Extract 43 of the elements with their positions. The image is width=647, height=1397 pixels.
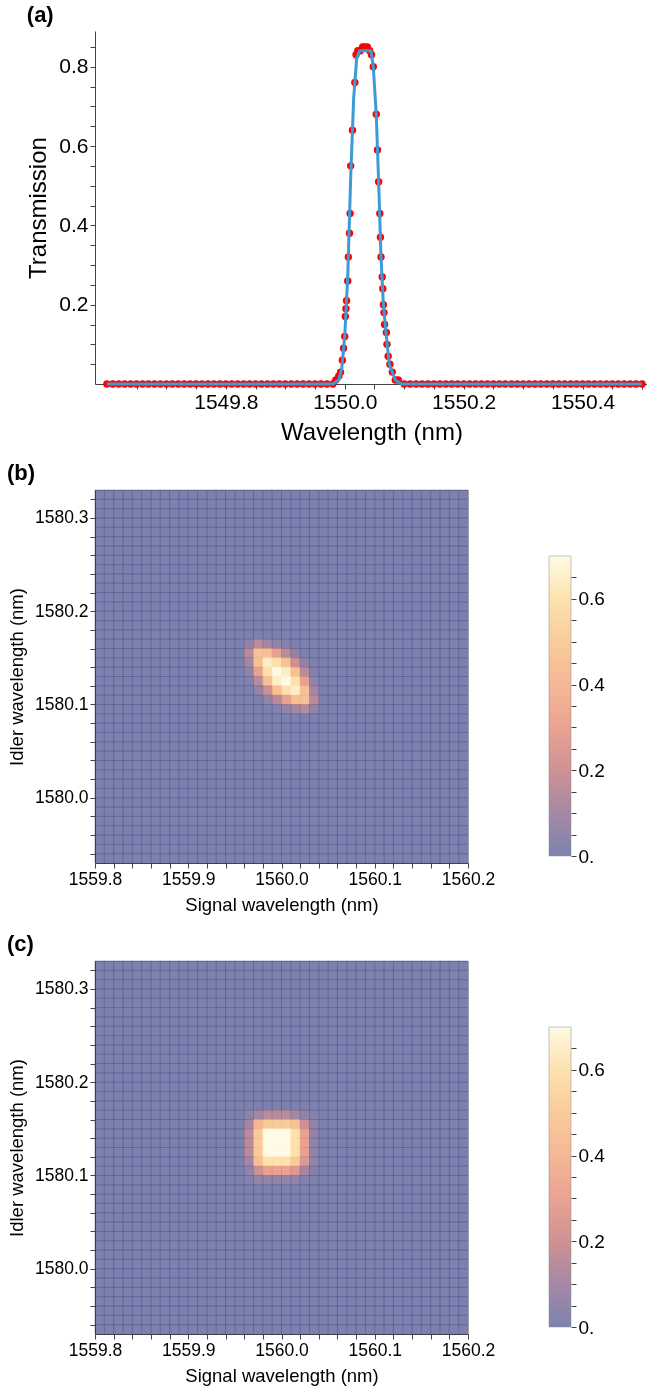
x-tick-label: 1550.0 <box>313 389 378 413</box>
x-tick-label: 1560.2 <box>441 868 496 889</box>
x-tick-label: 1550.2 <box>432 389 497 413</box>
color-bar-label: 0.6 <box>578 1059 605 1081</box>
y-tick-label: 0.4 <box>59 212 89 236</box>
y-tick-label: 1580.2 <box>34 1071 89 1092</box>
y-axis-title: Idler wavelength (nm) <box>5 588 27 766</box>
x-axis-title: Signal wavelength (nm) <box>185 1365 379 1386</box>
x-tick-label: 1560.0 <box>255 868 310 889</box>
x-tick-label: 1549.8 <box>194 389 259 413</box>
x-tick-label: 1559.8 <box>68 868 123 889</box>
color-bar-label: 0.2 <box>578 759 605 781</box>
y-axis-title: Transmission <box>24 137 52 279</box>
color-bar-label: 0.2 <box>578 1230 605 1252</box>
y-tick-label: 1580.3 <box>34 978 89 999</box>
chart-title: (b) <box>6 460 36 486</box>
y-tick-label: 0.6 <box>59 133 89 157</box>
y-tick-label: 0.2 <box>59 292 89 316</box>
x-tick-label: 1559.9 <box>161 868 216 889</box>
x-axis-title: Signal wavelength (nm) <box>185 894 379 915</box>
y-tick-label: 1580.2 <box>34 600 89 621</box>
x-tick-label: 1550.4 <box>550 389 616 413</box>
color-bar-label: 0. <box>578 1316 595 1338</box>
y-axis-title: Idler wavelength (nm) <box>5 1059 27 1237</box>
x-axis-title: Wavelength (nm) <box>281 417 463 445</box>
y-tick-label: 1580.3 <box>34 507 89 528</box>
x-tick-label: 1560.2 <box>441 1339 496 1360</box>
chart-title: (c) <box>6 931 34 957</box>
x-tick-label: 1559.8 <box>68 1339 123 1360</box>
y-tick-label: 1580.1 <box>34 1164 89 1185</box>
color-bar-label: 0.6 <box>578 588 605 610</box>
y-tick-label: 1580.0 <box>34 1258 89 1279</box>
x-tick-label: 1560.1 <box>348 1339 403 1360</box>
color-bar-label: 0.4 <box>578 674 606 696</box>
x-tick-label: 1560.0 <box>255 1339 310 1360</box>
y-tick-label: 1580.1 <box>34 693 89 714</box>
x-tick-label: 1559.9 <box>161 1339 216 1360</box>
chart-title: (a) <box>26 2 54 27</box>
y-tick-label: 1580.0 <box>34 787 89 808</box>
x-tick-label: 1560.1 <box>348 868 403 889</box>
color-bar-label: 0. <box>578 845 595 867</box>
color-bar-label: 0.4 <box>578 1145 606 1167</box>
y-tick-label: 0.8 <box>59 54 89 78</box>
